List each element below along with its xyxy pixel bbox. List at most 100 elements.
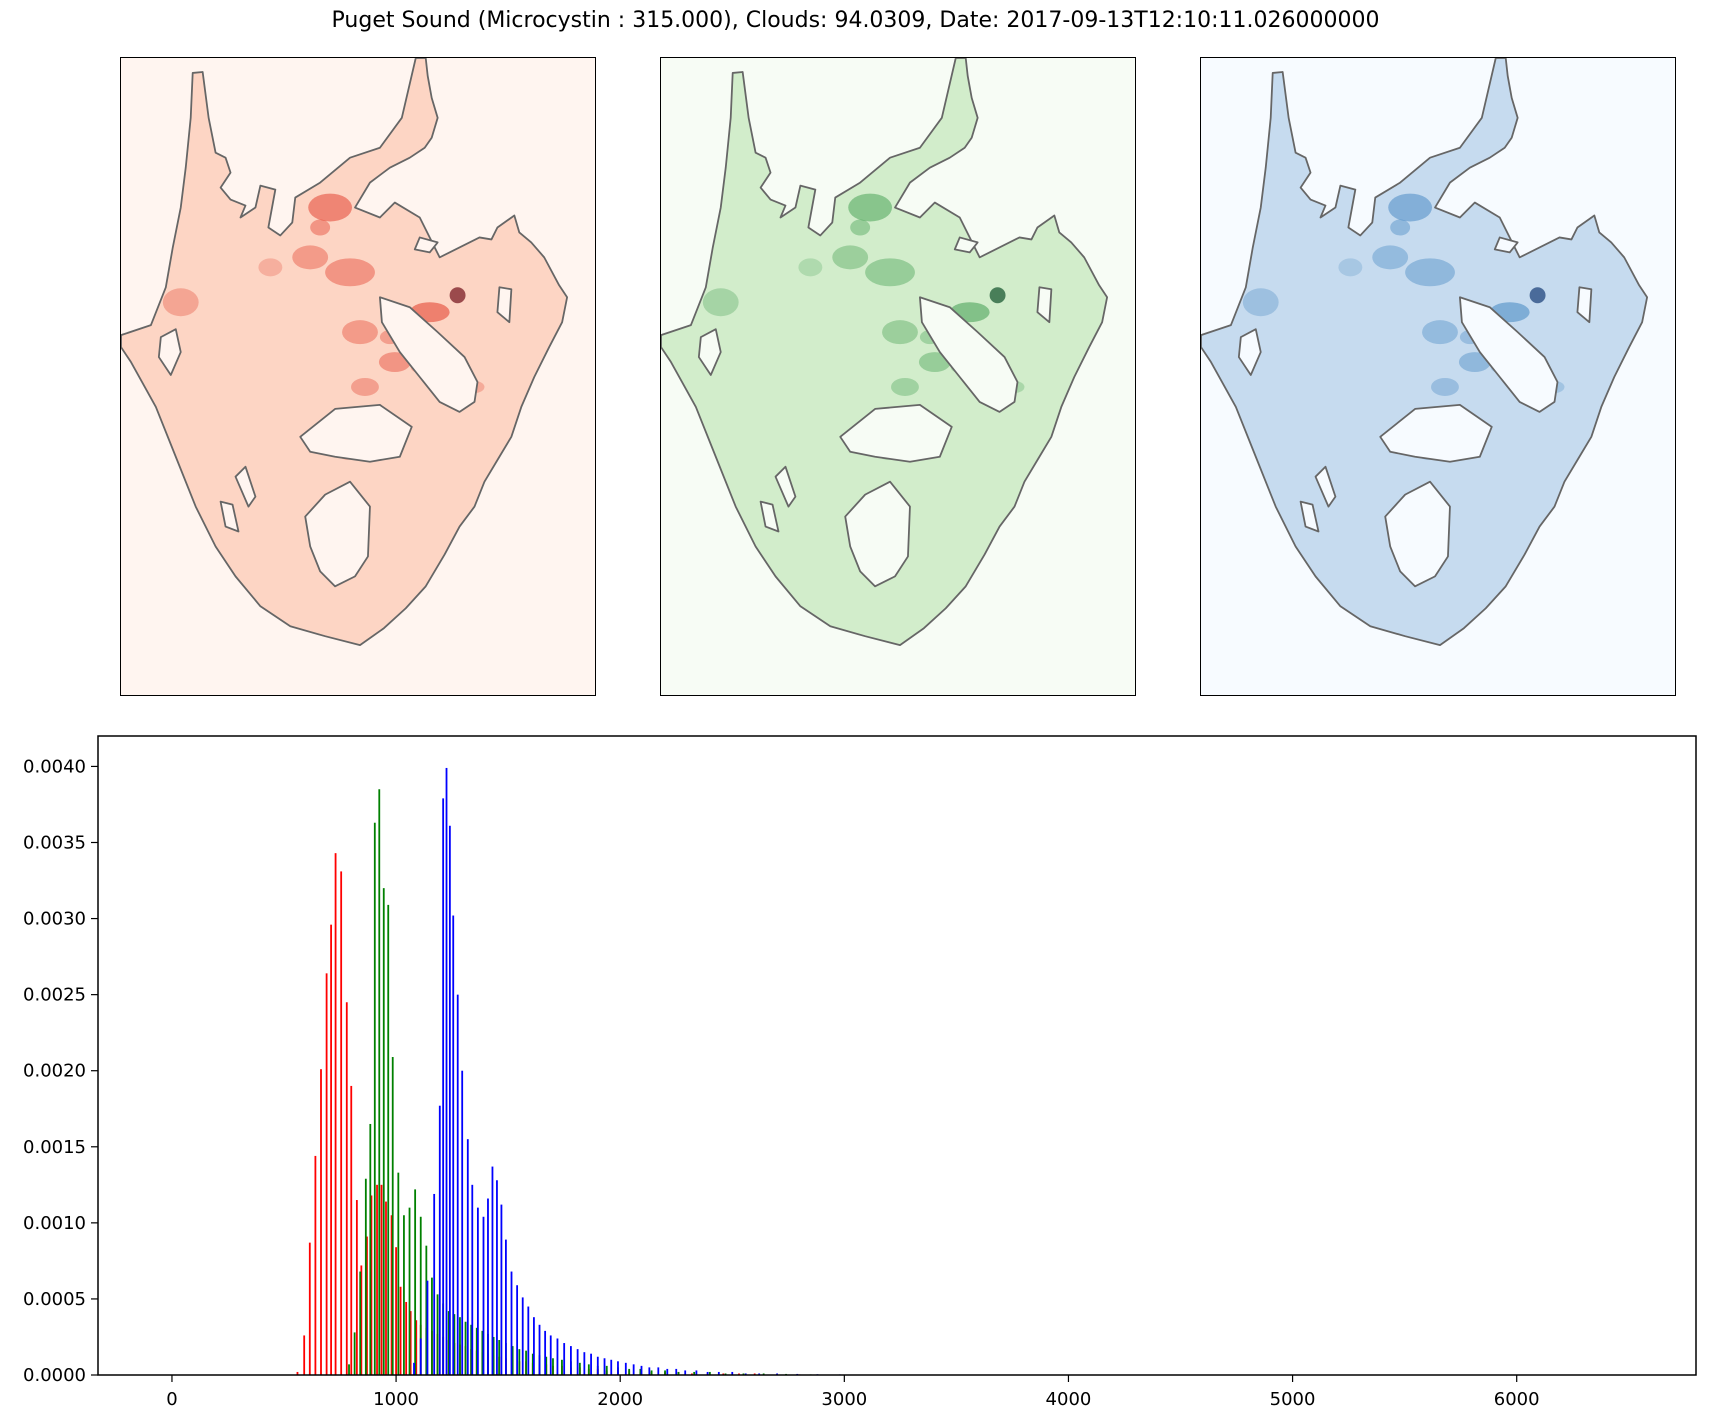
histogram-bar [350, 1085, 353, 1375]
island-outline [1384, 480, 1451, 588]
histogram-bar [544, 1330, 547, 1375]
intensity-patch [1431, 377, 1459, 396]
y-tick-label: 0.0015 [23, 1137, 86, 1158]
histogram-bar [640, 1365, 643, 1375]
histogram-bar [738, 1373, 740, 1375]
y-tick-label: 0.0020 [23, 1061, 86, 1082]
intensity-patch [865, 258, 915, 287]
histogram-bar [425, 1245, 428, 1375]
histogram-bar [516, 1285, 519, 1375]
histogram-bar [545, 1356, 548, 1375]
histogram-bar [409, 1311, 412, 1375]
histogram-series-2 [413, 767, 904, 1376]
histogram-bar [445, 767, 448, 1375]
histogram-bar [385, 1201, 387, 1375]
histogram-bar [360, 1265, 363, 1375]
intensity-patch [1422, 320, 1458, 345]
figure-title: Puget Sound (Microcystin : 315.000), Clo… [331, 8, 1380, 33]
histogram-bar [355, 1200, 358, 1375]
histogram-bar [442, 798, 445, 1375]
y-tick-label: 0.0005 [23, 1289, 86, 1310]
histogram-bar [431, 1277, 433, 1375]
histogram-series-1 [348, 789, 891, 1376]
histogram-bar [583, 1352, 586, 1375]
histogram-bar [744, 1373, 747, 1375]
intensity-patch [882, 320, 918, 345]
y-tick-label: 0.0030 [23, 909, 86, 930]
intensity-patch [989, 287, 1006, 304]
intensity-patch [1529, 287, 1546, 304]
histogram-bar [433, 1193, 436, 1375]
intensity-patch [308, 193, 353, 222]
histogram-bar [533, 1317, 535, 1375]
histogram-bar [505, 1239, 507, 1375]
histogram-bar [498, 1340, 501, 1375]
histogram-series-0 [296, 853, 846, 1376]
green-band-map [660, 57, 1136, 696]
histogram-bar [500, 1204, 503, 1375]
histogram-bar [340, 871, 343, 1375]
island-outline [1036, 286, 1053, 324]
intensity-patch [342, 320, 378, 345]
histogram-bar [492, 1336, 495, 1375]
histogram-bar [576, 1349, 579, 1375]
water-body [121, 58, 569, 647]
histogram-bar [475, 1327, 478, 1375]
histogram-bar [426, 1280, 429, 1375]
histogram-bar [296, 1371, 299, 1375]
island-outline [413, 236, 439, 254]
intensity-patch [162, 288, 199, 317]
histogram-bar [453, 1314, 456, 1375]
water-body [1201, 58, 1649, 647]
histogram-bar [395, 1247, 397, 1375]
histogram-bar [525, 1350, 527, 1375]
intensity-patch [1388, 193, 1433, 222]
histogram-bar [364, 1178, 367, 1375]
histogram-bar [561, 1359, 563, 1375]
island-outline [234, 465, 257, 508]
island-outline [1459, 296, 1559, 413]
x-tick-label: 1000 [373, 1389, 419, 1410]
histogram-bar [370, 1195, 373, 1375]
intensity-patch [1242, 288, 1279, 317]
intensity-patch [891, 377, 919, 396]
histogram-bar [549, 1335, 552, 1375]
histogram-bar [320, 1069, 322, 1375]
intensity-patch [1405, 258, 1455, 287]
histogram-bar [753, 1373, 756, 1375]
blue-band-map [1200, 57, 1676, 696]
island-outline [496, 286, 513, 324]
histogram-bar [382, 888, 385, 1375]
histogram-bar [538, 1324, 541, 1375]
histogram-bar [448, 825, 451, 1375]
histogram-bar [419, 1338, 422, 1375]
histogram-bar [348, 1364, 350, 1375]
island-outline [839, 404, 953, 463]
histogram-bar [491, 1166, 494, 1375]
intensity-patch [1338, 258, 1363, 277]
x-tick-label: 4000 [1046, 1389, 1092, 1410]
island-outline [1299, 500, 1320, 533]
histogram-bar [369, 1123, 372, 1375]
histogram-bar [334, 853, 337, 1375]
histogram-bar [693, 1371, 696, 1375]
island-outline [379, 296, 479, 413]
histogram-bar [482, 1216, 485, 1375]
island-outline [299, 404, 413, 463]
histogram-bar [664, 1370, 666, 1375]
histogram-bar [415, 1320, 418, 1375]
histogram-bar [717, 1371, 720, 1375]
island-outline [1493, 236, 1519, 254]
y-tick-label: 0.0000 [23, 1365, 86, 1386]
histogram-bar [438, 1105, 441, 1375]
intensity-patch [798, 258, 823, 277]
island-outline [919, 296, 1019, 413]
histogram-bar [408, 1207, 411, 1375]
histogram-bar [419, 1216, 422, 1375]
histogram-bar [684, 1370, 687, 1375]
x-tick-label: 5000 [1270, 1389, 1316, 1410]
intensity-patch [310, 219, 331, 236]
histogram-bar [330, 924, 332, 1375]
island-outline [844, 480, 911, 588]
